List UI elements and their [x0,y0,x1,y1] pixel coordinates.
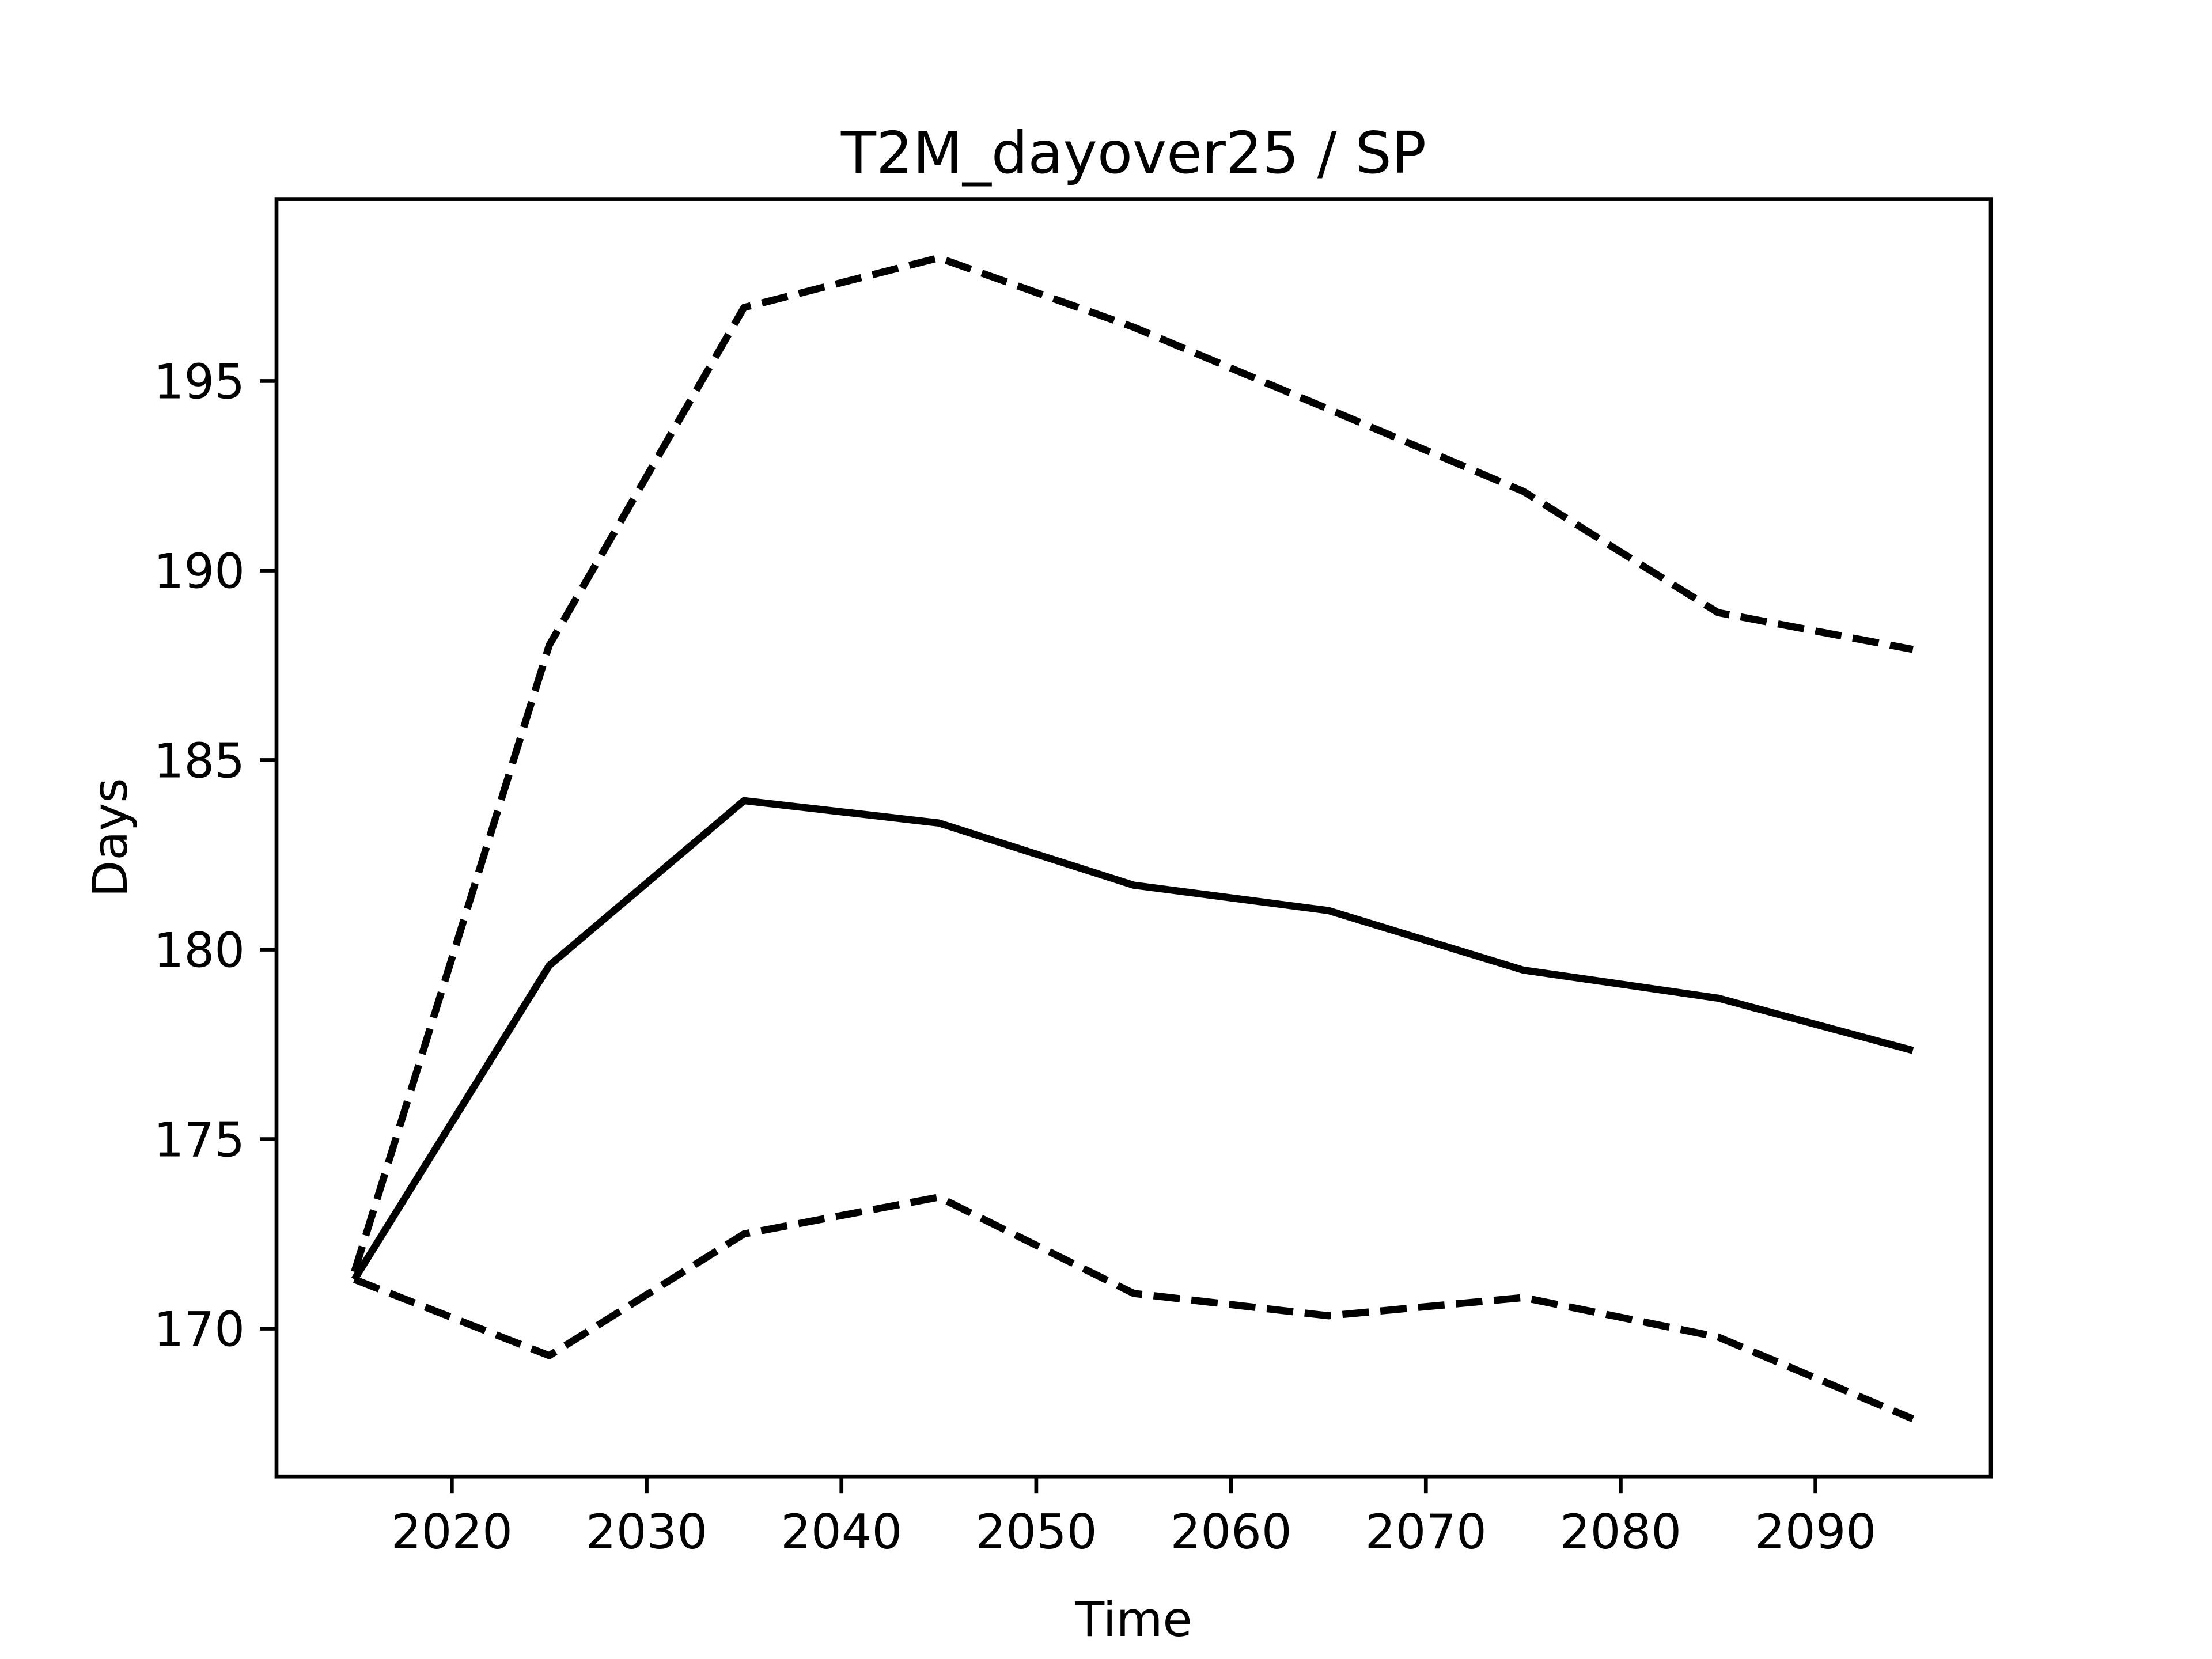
x-tick-label: 2070 [1365,1504,1487,1560]
x-tick-label: 2050 [975,1504,1097,1560]
x-tick-label: 2090 [1755,1504,1876,1560]
y-tick-label: 175 [154,1112,245,1168]
x-tick-label: 2080 [1560,1504,1681,1560]
y-tick-label: 180 [154,923,245,979]
line-series [351,797,1914,1282]
y-tick-label: 190 [154,543,245,599]
line-series [351,254,1914,1273]
y-axis-label: Days [82,778,138,897]
x-tick-label: 2040 [781,1504,902,1560]
x-tick-label: 2020 [391,1504,513,1560]
chart-title: T2M_dayover25 / SP [840,119,1426,187]
x-tick-label: 2030 [586,1504,707,1560]
plot-frame [274,197,1993,1479]
x-axis-label: Time [1074,1592,1192,1647]
y-tick-label: 195 [154,354,245,410]
line-series [353,1193,1915,1422]
x-tick-label: 2060 [1170,1504,1291,1560]
y-tick-label: 185 [154,733,245,789]
y-tick-label: 170 [154,1302,245,1358]
